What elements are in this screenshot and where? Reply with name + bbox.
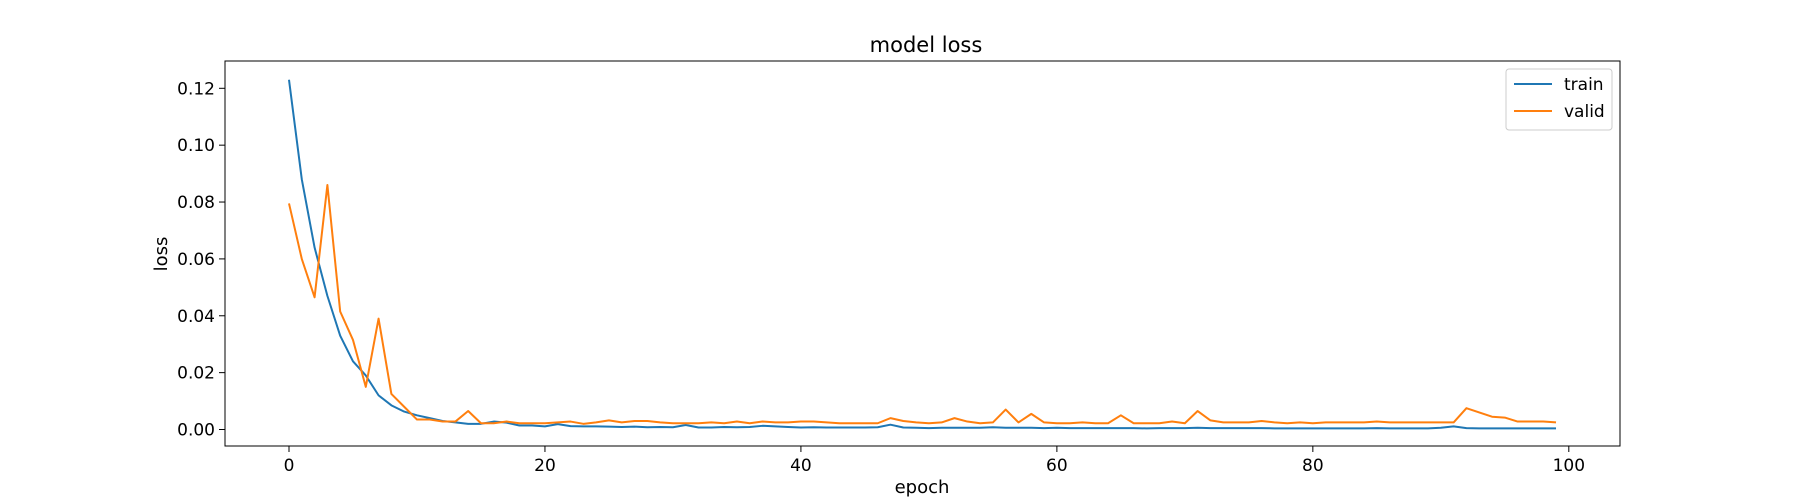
y-tick-label: 0.10 — [177, 136, 215, 156]
y-tick-label: 0.12 — [177, 79, 215, 99]
series-line-valid — [288, 183, 1557, 425]
legend-label-train: train — [1564, 75, 1604, 95]
x-tick-label: 60 — [1046, 456, 1068, 476]
x-tick-label: 20 — [534, 456, 556, 476]
chart-title: model loss — [870, 33, 983, 57]
x-axis-label: epoch — [895, 477, 950, 498]
y-tick-label: 0.06 — [177, 250, 215, 270]
y-tick-label: 0.00 — [177, 421, 215, 441]
legend-label-valid: valid — [1564, 102, 1605, 122]
y-tick-label: 0.08 — [177, 193, 215, 213]
y-tick-label: 0.02 — [177, 364, 215, 384]
x-tick-label: 40 — [790, 456, 812, 476]
x-tick-label: 100 — [1553, 456, 1585, 476]
x-tick-label: 0 — [284, 456, 295, 476]
x-tick-label: 80 — [1302, 456, 1324, 476]
legend: train valid — [1505, 68, 1613, 131]
y-axis-label: loss — [151, 237, 172, 272]
plot-area — [287, 79, 1557, 430]
axes-frame — [224, 60, 1621, 447]
axis-ticks: 0 20 40 60 80 100 0.00 0.02 0.04 0.06 0.08 0.10 0.12 — [177, 79, 1585, 476]
y-tick-label: 0.04 — [177, 307, 215, 327]
